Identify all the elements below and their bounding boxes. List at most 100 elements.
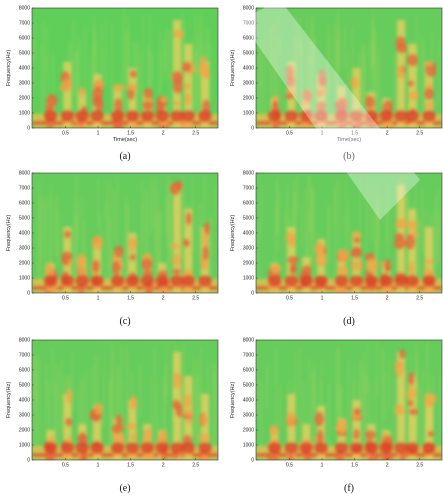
event-formant [353, 428, 360, 441]
texture-streak [416, 15, 418, 113]
y-tick-label: 0 [251, 457, 254, 463]
y-tick-label: 0 [27, 125, 30, 131]
texture-streak [106, 19, 107, 85]
event-formant [351, 260, 363, 272]
texture-streak [432, 374, 434, 460]
event-formant [407, 90, 420, 101]
texture-streak [310, 55, 311, 95]
x-tick-label: 0.5 [62, 295, 69, 301]
spectrogram [32, 340, 218, 460]
texture-streak [376, 340, 378, 397]
event-formant [44, 263, 54, 279]
texture-streak [103, 366, 104, 427]
texture-streak [257, 220, 259, 293]
event-base [75, 275, 90, 287]
texture-streak [163, 41, 165, 82]
y-tick-label: 2000 [19, 427, 30, 433]
texture-streak [78, 387, 80, 460]
low-band-core [256, 286, 442, 290]
texture-streak [125, 194, 127, 285]
event-formant [406, 386, 417, 400]
spectrogram [256, 173, 442, 293]
event-formant [366, 258, 379, 274]
event-base [181, 110, 196, 122]
y-tick-label: 4000 [19, 230, 30, 236]
texture-streak [146, 192, 148, 290]
event-formant [384, 261, 391, 271]
event-base [181, 275, 196, 287]
texture-streak [294, 13, 296, 74]
event-base [284, 110, 299, 122]
texture-streak [146, 189, 147, 264]
texture-streak [348, 199, 350, 287]
texture-streak [213, 363, 215, 415]
texture-streak [210, 216, 212, 293]
texture-streak [438, 189, 440, 237]
event-formant [424, 285, 434, 293]
event-formant [350, 76, 359, 90]
texture-streak [80, 380, 82, 454]
texture-streak [276, 181, 278, 235]
texture-streak [55, 200, 57, 255]
texture-streak [128, 32, 129, 118]
event-formant [424, 102, 436, 109]
event-formant [285, 93, 295, 100]
texture-streak [154, 347, 156, 439]
texture-streak [172, 378, 174, 421]
event-base [170, 110, 185, 122]
texture-streak [394, 53, 396, 128]
low-band-core [32, 121, 218, 125]
texture-streak [58, 213, 59, 266]
event-base [314, 110, 329, 122]
texture-streak [147, 43, 149, 104]
event-formant [302, 89, 313, 103]
event-formant [129, 253, 136, 262]
event-formant [398, 349, 406, 360]
event-column [93, 406, 102, 460]
texture-streak [365, 375, 367, 445]
event-base [421, 110, 436, 122]
texture-streak [76, 175, 78, 278]
event-base [110, 275, 125, 287]
event-formant [301, 264, 312, 275]
texture-streak [377, 54, 379, 114]
texture-streak [279, 15, 281, 56]
x-tick-label: 2 [162, 295, 165, 301]
y-tick-label: 6000 [243, 367, 254, 373]
event-base [379, 110, 394, 122]
texture-streak [82, 375, 84, 434]
event-formant [405, 234, 416, 250]
event-formant [92, 235, 104, 251]
texture-streak [440, 377, 442, 455]
event-formant [367, 452, 379, 460]
texture-streak [258, 47, 260, 128]
event-formant [94, 96, 104, 113]
event-base [314, 275, 329, 287]
spectrogram-texture [32, 8, 218, 128]
event-formant [336, 418, 348, 434]
x-tick-label: 2 [386, 130, 389, 136]
event-base [334, 110, 349, 122]
texture-streak [159, 30, 161, 128]
event-formant [78, 87, 86, 98]
texture-streak [93, 26, 95, 121]
texture-streak [305, 189, 306, 266]
texture-streak [337, 349, 338, 415]
x-axis-label: Time(sec) [113, 137, 137, 143]
texture-streak [126, 203, 128, 291]
texture-streak [335, 182, 337, 227]
texture-streak [209, 44, 211, 111]
texture-streak [107, 218, 109, 266]
y-axis-label: Frequency(Hz) [6, 382, 12, 419]
event-column [173, 185, 182, 293]
texture-streak [166, 343, 168, 395]
texture-streak [336, 37, 338, 128]
texture-streak [337, 9, 339, 108]
panel: 0 1000 2000 3000 4000 5000 6000 7000 8000 0.5 1 1.5… [6, 170, 219, 327]
y-tick-label: 2000 [19, 260, 30, 266]
texture-streak [117, 174, 118, 259]
panel: 0 1000 2000 3000 4000 5000 6000 7000 8000 0.5 1 1.5… [6, 337, 219, 494]
texture-streak [423, 42, 424, 119]
event-base [394, 110, 409, 122]
texture-streak [264, 41, 266, 128]
